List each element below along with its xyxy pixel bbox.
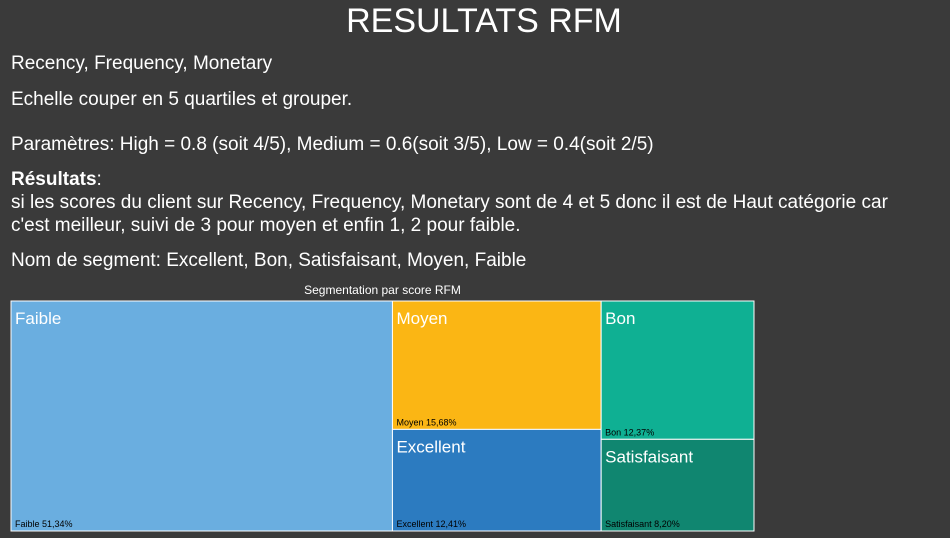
parameters-text: Paramètres: High = 0.8 (soit 4/5), Mediu… bbox=[11, 134, 654, 155]
treemap-tile-moyen[interactable] bbox=[391, 300, 602, 430]
results-text-line-2: c'est meilleur, suivi de 3 pour moyen et… bbox=[11, 215, 521, 236]
results-colon: : bbox=[96, 169, 102, 190]
treemap-value-moyen: Moyen 15,68% bbox=[396, 417, 456, 427]
treemap-label-excellent: Excellent bbox=[396, 437, 465, 456]
treemap-value-excellent: Excellent 12,41% bbox=[396, 519, 466, 529]
treemap-label-bon: Bon bbox=[605, 309, 635, 328]
treemap-value-satisfaisant: Satisfaisant 8,20% bbox=[605, 519, 680, 529]
treemap-tile-satisfaisant[interactable] bbox=[600, 438, 755, 532]
rfm-definition: Recency, Frequency, Monetary bbox=[11, 53, 273, 74]
scale-description: Echelle couper en 5 quartiles et grouper… bbox=[11, 89, 353, 110]
treemap-label-satisfaisant: Satisfaisant bbox=[605, 447, 693, 466]
treemap-value-bon: Bon 12,37% bbox=[605, 427, 654, 437]
results-text-line-1: si les scores du client sur Recency, Fre… bbox=[11, 192, 888, 213]
segment-names: Nom de segment: Excellent, Bon, Satisfai… bbox=[11, 250, 527, 271]
results-label: Résultats bbox=[11, 169, 97, 190]
chart-title: Segmentation par score RFM bbox=[304, 283, 461, 297]
page-title: RESULTATS RFM bbox=[346, 2, 622, 40]
treemap-tile-bon[interactable] bbox=[600, 300, 755, 440]
results-heading: Résultats: bbox=[11, 168, 102, 191]
treemap-label-moyen: Moyen bbox=[396, 309, 447, 328]
treemap-label-faible: Faible bbox=[15, 309, 61, 328]
treemap-value-faible: Faible 51,34% bbox=[15, 519, 73, 529]
treemap-tile-faible[interactable] bbox=[10, 300, 393, 532]
